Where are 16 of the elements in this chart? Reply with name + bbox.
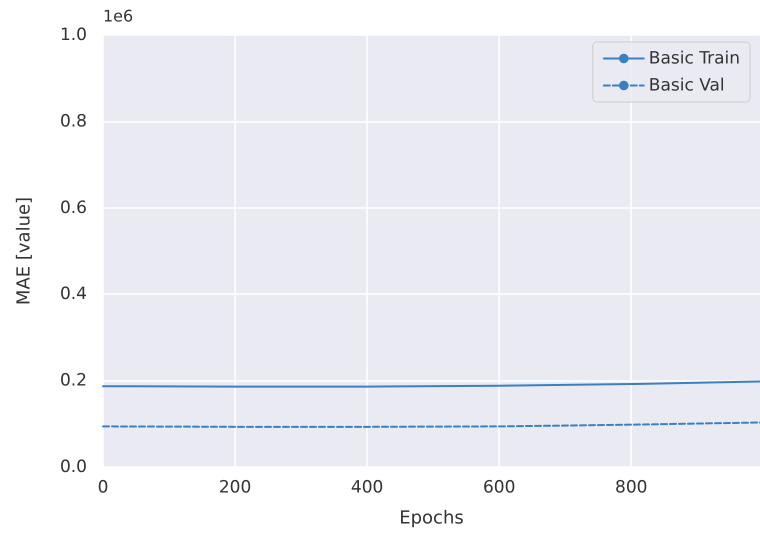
x-tick-label: 800: [615, 478, 648, 498]
y-tick-label: 0.0: [60, 457, 87, 477]
y-tick-label: 0.4: [60, 284, 87, 304]
legend-label: Basic Val: [648, 76, 725, 96]
x-tick-label: 0: [98, 478, 108, 498]
y-axis-title: MAE [value]: [14, 196, 34, 306]
y-tick-label: 1.0: [60, 25, 87, 45]
x-tick-label: 600: [482, 478, 516, 498]
x-axis-title: Epochs: [399, 508, 464, 528]
y-tick-label: 0.6: [60, 198, 87, 218]
x-tick-label: 400: [350, 478, 384, 498]
y-tick-label: 0.2: [60, 370, 87, 391]
y-tick-label: 0.8: [60, 111, 87, 132]
text: 1e6: [103, 6, 134, 26]
x-tick-label: 200: [218, 478, 252, 498]
legend-label: Basic Train: [648, 48, 740, 68]
